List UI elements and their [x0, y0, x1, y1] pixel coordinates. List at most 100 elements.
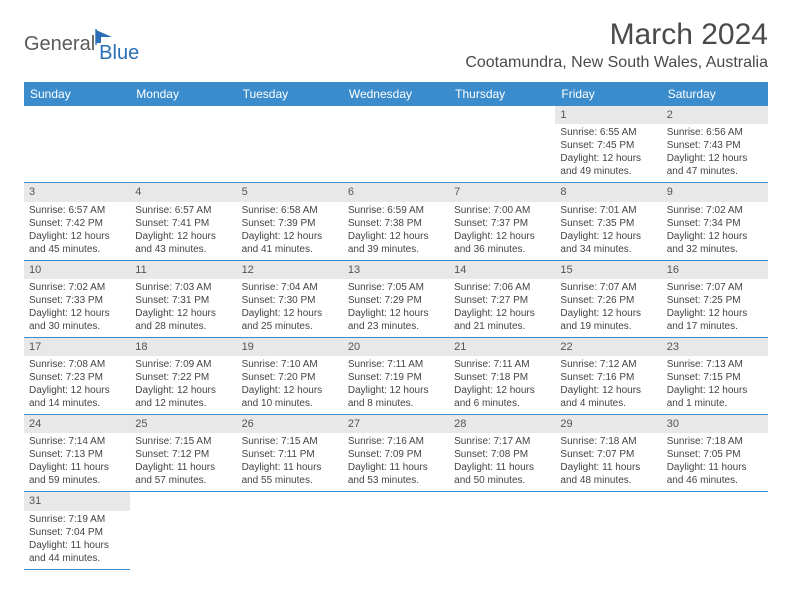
day-number: 14: [449, 261, 555, 279]
title-block: March 2024 Cootamundra, New South Wales,…: [465, 18, 768, 72]
day-number: 27: [343, 415, 449, 433]
sunrise-line: Sunrise: 7:11 AM: [454, 358, 550, 371]
calendar-cell: 1Sunrise: 6:55 AMSunset: 7:45 PMDaylight…: [555, 106, 661, 183]
daylight-line-2: and 23 minutes.: [348, 320, 444, 333]
day-number: 31: [24, 492, 130, 510]
sunset-line: Sunset: 7:19 PM: [348, 371, 444, 384]
calendar-cell: 20Sunrise: 7:11 AMSunset: 7:19 PMDayligh…: [343, 338, 449, 415]
calendar-cell: 7Sunrise: 7:00 AMSunset: 7:37 PMDaylight…: [449, 183, 555, 260]
day-number: 3: [24, 183, 130, 201]
calendar-cell: 18Sunrise: 7:09 AMSunset: 7:22 PMDayligh…: [130, 338, 236, 415]
calendar-cell: 2Sunrise: 6:56 AMSunset: 7:43 PMDaylight…: [662, 106, 768, 183]
sunrise-line: Sunrise: 7:07 AM: [560, 281, 656, 294]
weekday-label: Saturday: [662, 82, 768, 106]
day-number: 5: [237, 183, 343, 201]
calendar-cell: 10Sunrise: 7:02 AMSunset: 7:33 PMDayligh…: [24, 261, 130, 338]
sunrise-line: Sunrise: 7:09 AM: [135, 358, 231, 371]
daylight-line-1: Daylight: 12 hours: [29, 307, 125, 320]
calendar-cell: 31Sunrise: 7:19 AMSunset: 7:04 PMDayligh…: [24, 492, 130, 569]
daylight-line-1: Daylight: 12 hours: [135, 230, 231, 243]
daylight-line-2: and 6 minutes.: [454, 397, 550, 410]
day-number: 22: [555, 338, 661, 356]
daylight-line-2: and 44 minutes.: [29, 552, 125, 565]
daylight-line-2: and 46 minutes.: [667, 474, 763, 487]
daylight-line-2: and 39 minutes.: [348, 243, 444, 256]
day-number: 24: [24, 415, 130, 433]
calendar-cell: 25Sunrise: 7:15 AMSunset: 7:12 PMDayligh…: [130, 415, 236, 492]
calendar-cell: 30Sunrise: 7:18 AMSunset: 7:05 PMDayligh…: [662, 415, 768, 492]
daylight-line-1: Daylight: 12 hours: [454, 230, 550, 243]
sunrise-line: Sunrise: 7:05 AM: [348, 281, 444, 294]
sunrise-line: Sunrise: 7:15 AM: [135, 435, 231, 448]
daylight-line-1: Daylight: 11 hours: [560, 461, 656, 474]
sunrise-line: Sunrise: 7:04 AM: [242, 281, 338, 294]
sunset-line: Sunset: 7:25 PM: [667, 294, 763, 307]
calendar-cell: 27Sunrise: 7:16 AMSunset: 7:09 PMDayligh…: [343, 415, 449, 492]
daylight-line-1: Daylight: 12 hours: [454, 307, 550, 320]
sunset-line: Sunset: 7:22 PM: [135, 371, 231, 384]
sunset-line: Sunset: 7:39 PM: [242, 217, 338, 230]
day-number: 15: [555, 261, 661, 279]
day-number: 13: [343, 261, 449, 279]
sunset-line: Sunset: 7:07 PM: [560, 448, 656, 461]
day-number: 8: [555, 183, 661, 201]
sunset-line: Sunset: 7:11 PM: [242, 448, 338, 461]
daylight-line-1: Daylight: 12 hours: [348, 384, 444, 397]
location: Cootamundra, New South Wales, Australia: [465, 54, 768, 72]
day-number: 20: [343, 338, 449, 356]
day-number: 2: [662, 106, 768, 124]
sunrise-line: Sunrise: 7:01 AM: [560, 204, 656, 217]
calendar-cell: 15Sunrise: 7:07 AMSunset: 7:26 PMDayligh…: [555, 261, 661, 338]
daylight-line-2: and 21 minutes.: [454, 320, 550, 333]
sunrise-line: Sunrise: 7:06 AM: [454, 281, 550, 294]
sunrise-line: Sunrise: 7:08 AM: [29, 358, 125, 371]
sunrise-line: Sunrise: 7:18 AM: [667, 435, 763, 448]
calendar-cell: 28Sunrise: 7:17 AMSunset: 7:08 PMDayligh…: [449, 415, 555, 492]
calendar-cell: 19Sunrise: 7:10 AMSunset: 7:20 PMDayligh…: [237, 338, 343, 415]
daylight-line-2: and 25 minutes.: [242, 320, 338, 333]
calendar-cell: [343, 106, 449, 183]
daylight-line-2: and 45 minutes.: [29, 243, 125, 256]
daylight-line-1: Daylight: 12 hours: [29, 230, 125, 243]
day-number: 25: [130, 415, 236, 433]
daylight-line-2: and 32 minutes.: [667, 243, 763, 256]
day-number: 9: [662, 183, 768, 201]
header: General Blue March 2024 Cootamundra, New…: [24, 18, 768, 72]
weekday-label: Thursday: [449, 82, 555, 106]
sunset-line: Sunset: 7:08 PM: [454, 448, 550, 461]
daylight-line-2: and 48 minutes.: [560, 474, 656, 487]
day-number: 1: [555, 106, 661, 124]
daylight-line-1: Daylight: 12 hours: [560, 152, 656, 165]
day-number: 26: [237, 415, 343, 433]
daylight-line-1: Daylight: 12 hours: [29, 384, 125, 397]
weekday-header-row: SundayMondayTuesdayWednesdayThursdayFrid…: [24, 82, 768, 106]
daylight-line-1: Daylight: 12 hours: [667, 384, 763, 397]
day-number: 7: [449, 183, 555, 201]
daylight-line-1: Daylight: 11 hours: [29, 461, 125, 474]
daylight-line-2: and 50 minutes.: [454, 474, 550, 487]
calendar-cell: 13Sunrise: 7:05 AMSunset: 7:29 PMDayligh…: [343, 261, 449, 338]
daylight-line-1: Daylight: 12 hours: [348, 230, 444, 243]
calendar-cell: 12Sunrise: 7:04 AMSunset: 7:30 PMDayligh…: [237, 261, 343, 338]
logo-text-general: General: [24, 33, 95, 56]
calendar-cell: [130, 106, 236, 183]
calendar-cell: 17Sunrise: 7:08 AMSunset: 7:23 PMDayligh…: [24, 338, 130, 415]
sunset-line: Sunset: 7:31 PM: [135, 294, 231, 307]
daylight-line-1: Daylight: 11 hours: [348, 461, 444, 474]
sunset-line: Sunset: 7:34 PM: [667, 217, 763, 230]
daylight-line-2: and 59 minutes.: [29, 474, 125, 487]
calendar-cell: [237, 106, 343, 183]
sunset-line: Sunset: 7:18 PM: [454, 371, 550, 384]
daylight-line-2: and 14 minutes.: [29, 397, 125, 410]
daylight-line-2: and 8 minutes.: [348, 397, 444, 410]
daylight-line-2: and 12 minutes.: [135, 397, 231, 410]
calendar-cell: 6Sunrise: 6:59 AMSunset: 7:38 PMDaylight…: [343, 183, 449, 260]
calendar-cell: 4Sunrise: 6:57 AMSunset: 7:41 PMDaylight…: [130, 183, 236, 260]
sunset-line: Sunset: 7:09 PM: [348, 448, 444, 461]
sunset-line: Sunset: 7:13 PM: [29, 448, 125, 461]
sunrise-line: Sunrise: 7:13 AM: [667, 358, 763, 371]
sunrise-line: Sunrise: 7:14 AM: [29, 435, 125, 448]
daylight-line-1: Daylight: 11 hours: [454, 461, 550, 474]
daylight-line-2: and 57 minutes.: [135, 474, 231, 487]
day-number: 10: [24, 261, 130, 279]
